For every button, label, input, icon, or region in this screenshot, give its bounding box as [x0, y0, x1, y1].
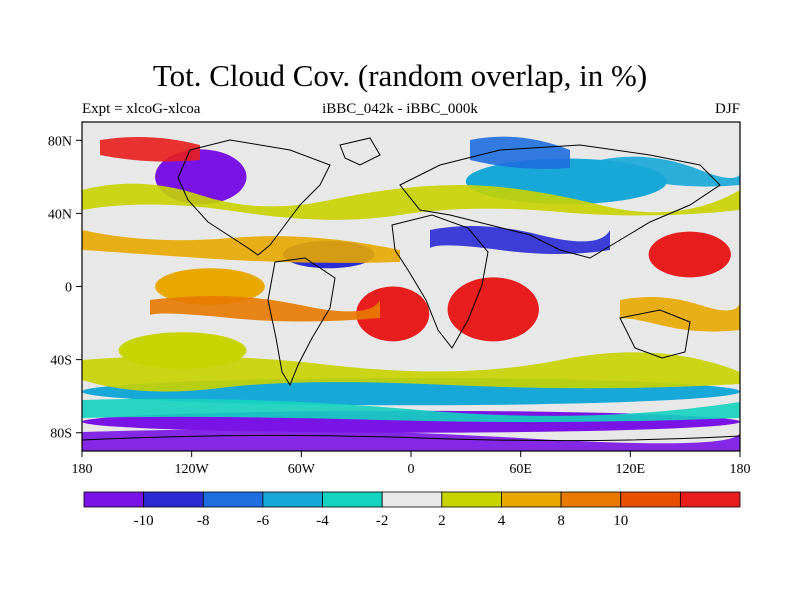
colorbar-swatch — [83, 491, 145, 508]
colorbar — [83, 491, 741, 508]
africa-coast — [391, 214, 489, 349]
map-title: Tot. Cloud Cov. (random overlap, in %) — [152, 58, 648, 93]
region-north-pacific-west — [648, 231, 731, 278]
map-field — [82, 122, 740, 451]
lat-tick-label: 40N — [48, 207, 72, 222]
field-texture — [82, 136, 740, 451]
season-label: DJF — [714, 101, 740, 117]
colorbar-swatch — [501, 491, 562, 508]
colorbar-swatch — [560, 491, 622, 508]
lon-tick-label: 180 — [730, 462, 751, 477]
longitude-ticks: 180 120W 60W 0 60E 120E 180 — [72, 451, 751, 477]
lon-tick-label: 120W — [175, 462, 210, 477]
colorbar-label: -10 — [134, 513, 154, 529]
colorbar-swatch — [620, 491, 681, 508]
lat-tick-label: 80N — [48, 134, 72, 149]
lon-tick-label: 180 — [72, 462, 93, 477]
colorbar-label: 2 — [438, 513, 446, 529]
colorbar-label: -6 — [257, 513, 270, 529]
colorbar-labels: -10 -8 -6 -4 -2 2 4 8 10 — [134, 513, 629, 529]
colorbar-swatch — [381, 491, 443, 508]
coastlines — [82, 137, 740, 442]
lon-tick-label: 60W — [288, 462, 316, 477]
colorbar-swatch — [441, 491, 502, 508]
colorbar-swatch — [322, 491, 383, 508]
south-america-coast — [267, 257, 336, 387]
lon-tick-label: 60E — [509, 462, 532, 477]
greenland-coast — [339, 137, 381, 166]
colorbar-swatch — [202, 491, 264, 508]
colorbar-label: -4 — [316, 513, 329, 529]
comparison-label: iBBC_042k - iBBC_000k — [322, 101, 478, 117]
antarctica-coast — [82, 434, 740, 442]
colorbar-label: -8 — [197, 513, 210, 529]
eurasia-coast — [399, 144, 721, 259]
colorbar-label: 4 — [498, 513, 506, 529]
region-africa-indian-ocean — [447, 277, 539, 342]
lat-tick-label: 80S — [50, 427, 72, 442]
colorbar-label: 10 — [613, 513, 628, 529]
australia-coast — [619, 309, 691, 359]
region-south-atlantic — [356, 286, 430, 342]
colorbar-swatch — [143, 491, 204, 508]
colorbar-label: -2 — [376, 513, 389, 529]
north-america-coast — [177, 139, 331, 256]
lon-tick-label: 120E — [616, 462, 646, 477]
colorbar-swatch — [262, 491, 323, 508]
lat-tick-label: 40S — [50, 354, 72, 369]
colorbar-swatch — [679, 491, 741, 508]
lon-tick-label: 0 — [408, 462, 415, 477]
latitude-ticks: 80N 40N 0 40S 80S — [48, 134, 82, 442]
colorbar-label: 8 — [557, 513, 565, 529]
region-tropical-eastern-pacific — [155, 268, 265, 305]
lat-tick-label: 0 — [65, 281, 72, 296]
experiment-label: Expt = xlcoG-xlcoa — [82, 101, 201, 117]
